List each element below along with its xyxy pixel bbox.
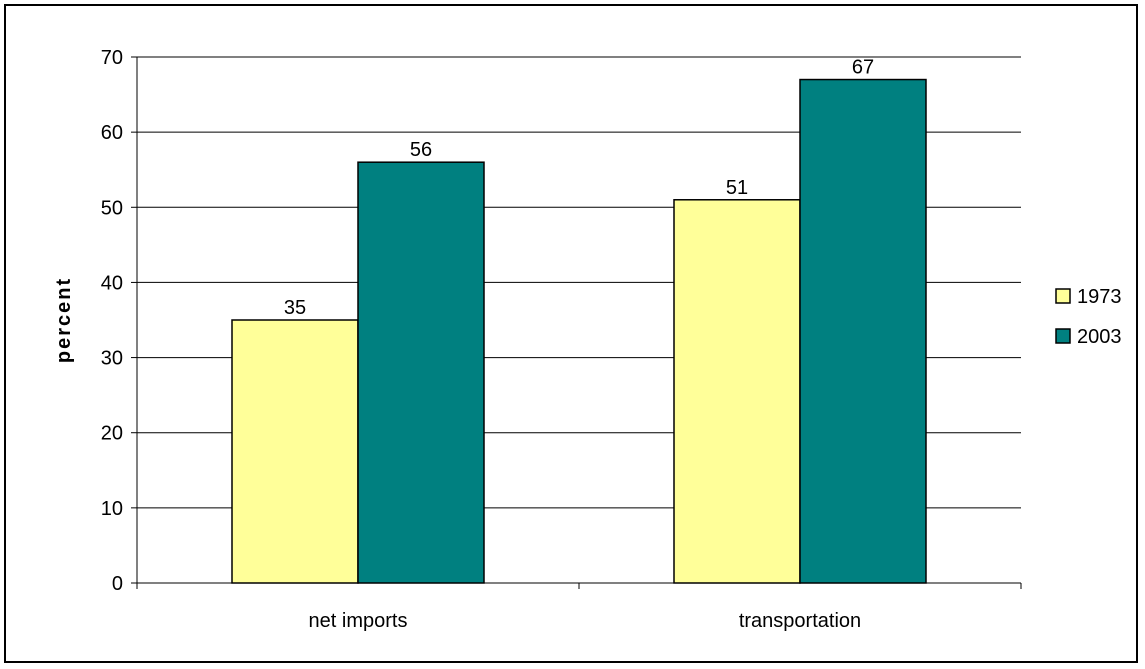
bar: [673, 199, 801, 584]
legend-label: 2003: [1077, 326, 1122, 348]
y-tick-label: 60: [101, 122, 123, 144]
chart-frame: [4, 4, 1138, 663]
legend-swatch: [1055, 288, 1071, 304]
legend-swatch: [1055, 328, 1071, 344]
data-label: 56: [410, 139, 432, 161]
y-axis-title: percent: [53, 277, 75, 363]
y-tick-label: 70: [101, 47, 123, 69]
legend-label: 1973: [1077, 286, 1122, 308]
bar: [357, 161, 485, 584]
bar: [799, 78, 927, 584]
data-label: 67: [852, 57, 874, 79]
data-label: 51: [726, 177, 748, 199]
y-tick-label: 40: [101, 272, 123, 294]
data-label: 35: [284, 297, 306, 319]
y-tick-label: 30: [101, 348, 123, 370]
y-tick-label: 10: [101, 498, 123, 520]
x-tick-label: net imports: [309, 610, 408, 632]
y-tick-label: 20: [101, 423, 123, 445]
y-tick-label: 50: [101, 197, 123, 219]
x-tick-label: transportation: [739, 610, 861, 632]
y-tick-label: 0: [112, 573, 123, 595]
bar: [231, 319, 359, 584]
